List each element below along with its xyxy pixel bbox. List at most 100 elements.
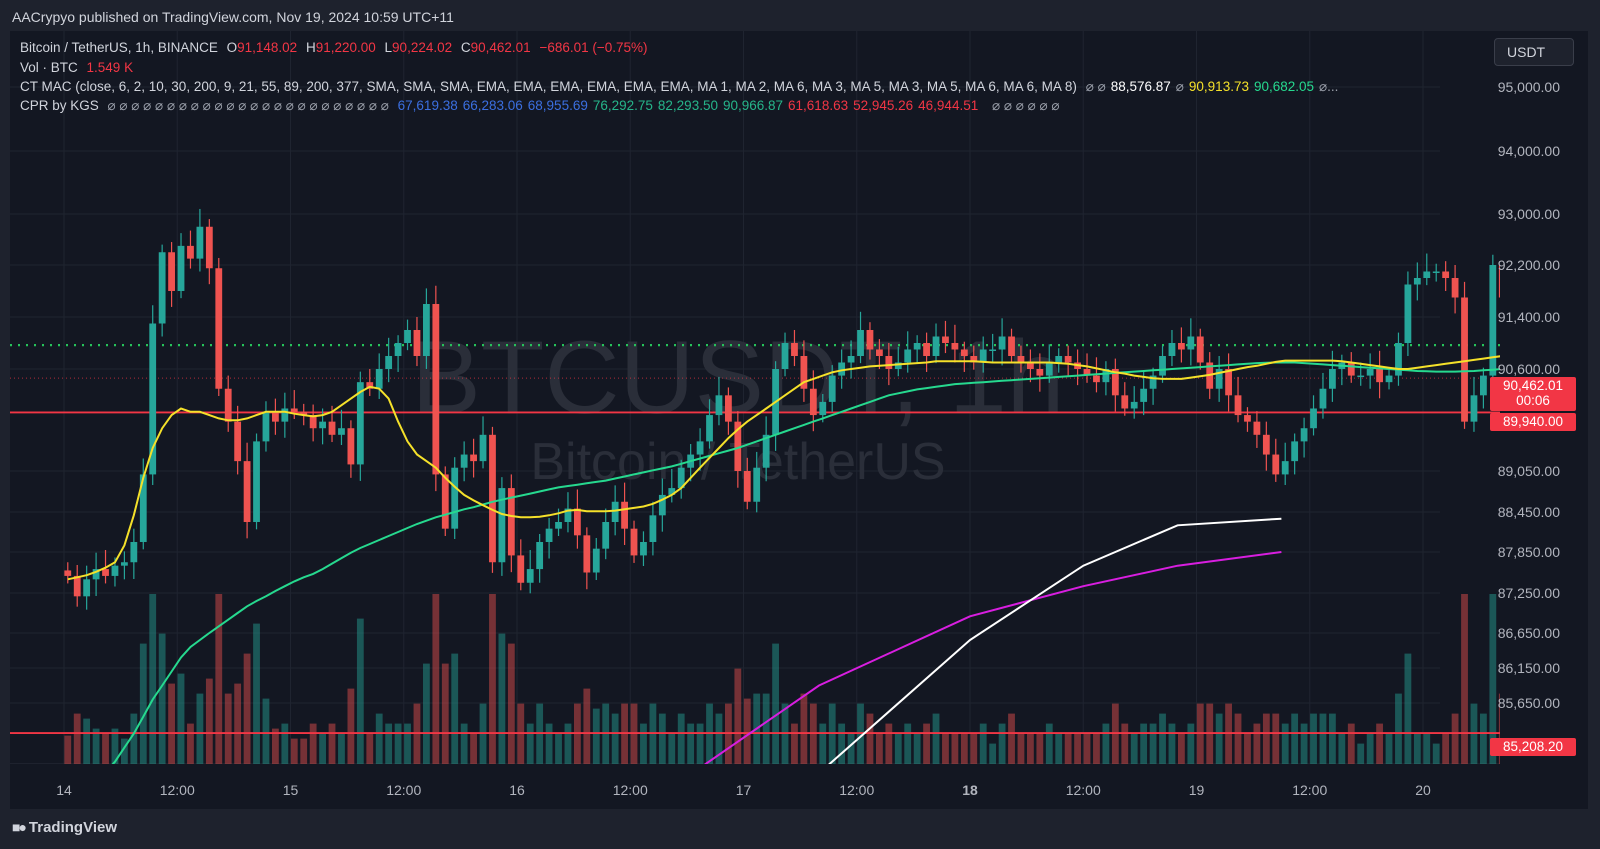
- candle-body: [470, 454, 477, 462]
- close-label: C: [460, 40, 471, 55]
- bar-countdown: 00:06: [1516, 393, 1550, 408]
- tradingview-brand[interactable]: ■● TradingView: [12, 819, 117, 836]
- volume-bar: [1310, 713, 1317, 764]
- candle-body: [743, 471, 751, 502]
- candle-body: [196, 226, 204, 259]
- volume-bar: [177, 673, 185, 764]
- candle-body: [64, 570, 72, 576]
- volume-bar: [338, 733, 345, 764]
- candle-body: [847, 356, 855, 363]
- candle-body: [706, 415, 713, 442]
- price-tick-label: 86,650.00: [1498, 625, 1560, 641]
- candle-body: [262, 411, 270, 442]
- candle-body: [1423, 271, 1431, 278]
- volume-bar: [791, 723, 798, 764]
- candle-body: [1470, 395, 1478, 422]
- candle-body: [498, 488, 506, 563]
- volume-bar: [319, 733, 326, 764]
- candle-body: [300, 411, 308, 416]
- ct-mac-value-4: 90,682.05: [1253, 79, 1315, 94]
- volume-bar: [819, 723, 827, 764]
- volume-bar: [83, 718, 91, 764]
- candle-body: [517, 555, 525, 583]
- candle-body: [1027, 362, 1034, 369]
- candle-body: [611, 501, 619, 522]
- volume-bar: [290, 738, 298, 764]
- volume-bar: [498, 633, 506, 764]
- candle-body: [1225, 369, 1232, 396]
- candle-body: [574, 508, 581, 536]
- volume-bar: [1413, 733, 1421, 764]
- candle-body: [432, 304, 440, 475]
- candle-body: [1556, 324, 1563, 337]
- candle-body: [1413, 278, 1421, 285]
- volume-bar: [734, 668, 742, 764]
- ohlc-legend[interactable]: Bitcoin / TetherUS, 1h, BINANCE O91,148.…: [20, 40, 653, 55]
- volume-bar: [1395, 693, 1402, 764]
- candle-body: [139, 474, 147, 542]
- volume-bar: [876, 733, 883, 764]
- candle-body: [734, 421, 742, 471]
- candle-body: [1234, 395, 1242, 416]
- candle-body: [83, 579, 91, 597]
- volume-bar: [262, 698, 270, 764]
- candle-body: [838, 362, 846, 376]
- current-price-value: 90,462.01: [1502, 378, 1564, 393]
- cpr-label[interactable]: CPR by KGS: [20, 98, 99, 113]
- tradingview-logo-icon: ■●: [12, 819, 27, 835]
- cpr-value-7: 52,945.26: [853, 98, 914, 113]
- candle-body: [658, 494, 666, 516]
- volume-bar: [460, 723, 468, 764]
- candle-body: [1140, 388, 1148, 402]
- ct-mac-legend[interactable]: CT MAC (close, 6, 2, 10, 30, 200, 9, 21,…: [20, 79, 1348, 95]
- volume-bar: [1074, 733, 1081, 764]
- volume-bar: [1140, 723, 1148, 764]
- publication-header: AACrypyo published on TradingView.com, N…: [12, 9, 454, 25]
- candle-body: [253, 441, 260, 522]
- candle-body: [328, 421, 336, 435]
- volume-bar: [1423, 733, 1431, 764]
- candle-body: [1083, 369, 1091, 376]
- candle-body: [1376, 369, 1383, 383]
- open-label: O: [226, 40, 238, 55]
- brand-name: TradingView: [28, 819, 118, 836]
- cpr-legend[interactable]: CPR by KGS ⌀ ⌀ ⌀ ⌀ ⌀ ⌀ ⌀ ⌀ ⌀ ⌀ ⌀ ⌀ ⌀ ⌀ ⌀…: [20, 98, 1065, 114]
- candle-body: [1272, 454, 1280, 475]
- symbol-label[interactable]: Bitcoin / TetherUS, 1h, BINANCE: [20, 40, 218, 55]
- ct-mac-value-1: 88,576.87: [1110, 79, 1171, 94]
- candle-body: [1461, 297, 1468, 422]
- volume-bar: [1432, 743, 1440, 764]
- volume-bar: [1168, 723, 1176, 764]
- currency-button[interactable]: USDT: [1494, 38, 1574, 66]
- chart-pane[interactable]: BTCUSDT, 1h Bitcoin / TetherUS 95,000.00…: [10, 31, 1588, 809]
- candle-body: [413, 330, 421, 356]
- candle-body: [545, 528, 553, 542]
- candle-body: [649, 515, 657, 542]
- volume-bar: [92, 728, 100, 764]
- volume-bar: [347, 688, 355, 764]
- candle-body: [536, 542, 544, 570]
- volume-bar: [762, 693, 770, 764]
- volume-bar: [423, 663, 430, 764]
- volume-bar: [432, 594, 440, 764]
- volume-bar: [1045, 723, 1053, 764]
- candle-body: [168, 252, 175, 291]
- price-tick-label: 91,400.00: [1498, 309, 1560, 325]
- candlestick-chart[interactable]: BTCUSDT, 1h Bitcoin / TetherUS 95,000.00…: [10, 31, 1588, 809]
- candle-body: [1017, 356, 1025, 363]
- volume-label[interactable]: Vol · BTC: [20, 60, 78, 75]
- lower-level-label: 85,208.20: [1490, 738, 1576, 756]
- volume-legend[interactable]: Vol · BTC 1.549 K: [20, 60, 138, 75]
- volume-bar: [1083, 733, 1091, 764]
- ct-mac-label[interactable]: CT MAC (close, 6, 2, 10, 30, 200, 9, 21,…: [20, 79, 1077, 94]
- volume-bar: [1064, 733, 1072, 764]
- candle-body: [640, 542, 647, 556]
- candle-body: [979, 349, 987, 363]
- candle-body: [630, 528, 638, 556]
- volume-bar: [404, 723, 411, 764]
- candle-body: [781, 343, 789, 369]
- volume-bar: [375, 713, 383, 764]
- volume-bar: [1376, 723, 1383, 764]
- volume-bar: [73, 713, 81, 764]
- candle-body: [394, 343, 402, 356]
